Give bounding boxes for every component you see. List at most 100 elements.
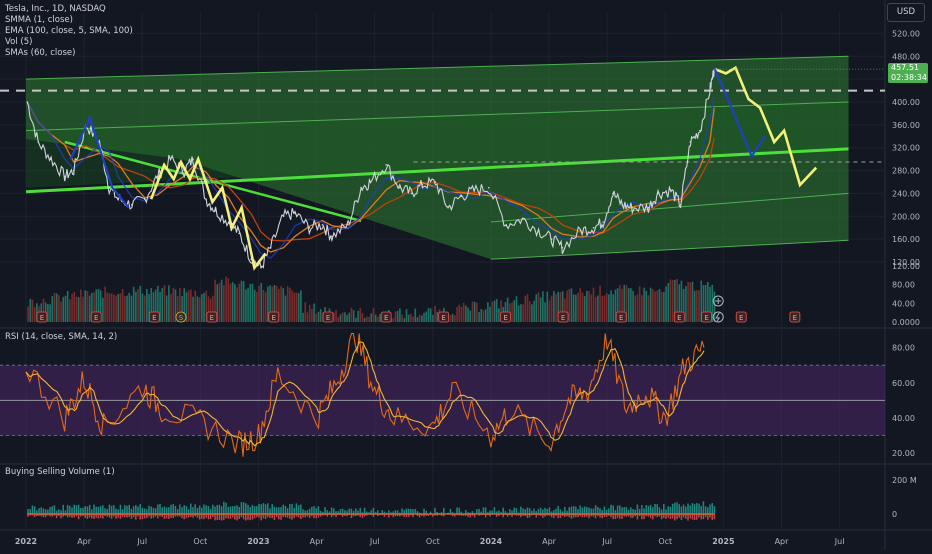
event-marker-label: E (210, 314, 214, 322)
volume-bar (608, 295, 610, 322)
volume-bar (685, 286, 687, 322)
bsv-sell-bar (544, 514, 546, 517)
rsi-pane-title[interactable]: RSI (14, close, SMA, 14, 2) (5, 332, 117, 342)
time-axis-label: Apr (775, 537, 790, 546)
bsv-buy-bar (491, 511, 493, 514)
bsv-sell-bar (630, 514, 632, 518)
volume-bar (632, 291, 634, 322)
time-axis-label: Jul (834, 537, 845, 546)
volume-bar (166, 296, 168, 322)
bsv-pane-title[interactable]: Buying Selling Volume (1) (5, 467, 115, 477)
bsv-buy-bar (428, 513, 430, 514)
bsv-buy-bar (412, 509, 414, 514)
bsv-buy-bar (538, 509, 540, 514)
bsv-sell-bar (212, 514, 214, 517)
bsv-buy-bar (685, 507, 687, 514)
bsv-sell-bar (166, 514, 168, 518)
symbol-title[interactable]: Tesla, Inc., 1D, NASDAQ (5, 4, 133, 15)
price-point (522, 218, 524, 220)
indicator-smas[interactable]: SMAs (60, close) (5, 48, 133, 59)
bsv-buy-bar (234, 506, 236, 514)
bsv-sell-bar (681, 514, 683, 520)
volume-bar (489, 307, 491, 322)
bsv-buy-bar (177, 509, 179, 514)
bsv-sell-bar (223, 514, 225, 520)
bsv-sell-bar (531, 514, 533, 515)
bsv-buy-bar (667, 506, 669, 514)
bsv-buy-bar (648, 506, 650, 514)
bsv-sell-bar (265, 514, 267, 519)
volume-bar (694, 291, 696, 322)
bsv-sell-bar (593, 514, 595, 517)
indicator-smma[interactable]: SMMA (1, close) (5, 15, 133, 26)
bsv-sell-bar (590, 514, 592, 516)
bsv-buy-bar (447, 513, 449, 514)
bsv-buy-bar (555, 509, 557, 514)
volume-bar (71, 294, 73, 322)
bsv-buy-bar (51, 506, 53, 514)
price-axis-label: 280.00 (892, 167, 920, 176)
volume-bar (661, 292, 663, 322)
bsv-sell-bar (282, 514, 284, 517)
earnings-marker: E (674, 312, 684, 322)
bsv-sell-bar (148, 514, 150, 516)
bsv-buy-bar (32, 505, 34, 514)
volume-bar (291, 290, 293, 322)
bsv-buy-bar (502, 508, 504, 514)
bsv-sell-bar (128, 514, 130, 517)
volume-bar (648, 295, 650, 322)
bsv-sell-bar (177, 514, 179, 517)
bsv-sell-bar (480, 514, 482, 515)
volume-bar (307, 312, 309, 322)
bsv-sell-bar (144, 514, 146, 518)
volume-bar (60, 302, 62, 322)
bsv-buy-bar (340, 509, 342, 514)
volume-bar (531, 304, 533, 322)
bsv-sell-bar (346, 514, 348, 516)
indicator-vol[interactable]: Vol (5) (5, 37, 133, 48)
bsv-buy-bar (544, 508, 546, 514)
bsv-buy-bar (236, 505, 238, 514)
volume-axis-label: 40.00 (892, 299, 915, 308)
bsv-buy-bar (676, 502, 678, 514)
bsv-sell-bar (648, 514, 650, 517)
bsv-buy-bar (441, 512, 443, 514)
bsv-buy-bar (661, 509, 663, 514)
volume-bar (300, 290, 302, 322)
bsv-buy-bar (40, 507, 42, 514)
volume-bar (298, 293, 300, 322)
bsv-sell-bar (249, 514, 251, 520)
earnings-marker: E (702, 312, 712, 322)
bsv-buy-bar (205, 505, 207, 514)
volume-bar (27, 306, 29, 322)
bsv-sell-bar (597, 514, 599, 516)
bsv-buy-bar (500, 512, 502, 514)
earnings-marker: E (149, 312, 159, 322)
bsv-sell-bar (285, 514, 287, 517)
bsv-buy-bar (188, 509, 190, 514)
bsv-buy-bar (29, 509, 31, 514)
volume-bar (82, 297, 84, 322)
bsv-sell-bar (588, 514, 590, 518)
bsv-buy-bar (326, 510, 328, 514)
price-point (50, 158, 52, 160)
volume-bar (232, 282, 234, 322)
bsv-sell-bar (245, 514, 247, 520)
bsv-buy-bar (69, 506, 71, 514)
bsv-buy-bar (630, 507, 632, 514)
event-marker-label: S (179, 314, 184, 322)
price-point (680, 204, 682, 206)
volume-bar (408, 315, 410, 322)
volume-bar (227, 279, 229, 322)
bsv-sell-bar (610, 514, 612, 517)
bsv-sell-bar (186, 514, 188, 518)
volume-bar (588, 291, 590, 322)
currency-button[interactable]: USD (887, 3, 925, 22)
bsv-buy-bar (159, 504, 161, 514)
bsv-sell-bar (115, 514, 117, 519)
volume-bar (665, 286, 667, 322)
bsv-buy-bar (280, 507, 282, 514)
indicator-ema[interactable]: EMA (100, close, 5, SMA, 100) (5, 26, 133, 37)
